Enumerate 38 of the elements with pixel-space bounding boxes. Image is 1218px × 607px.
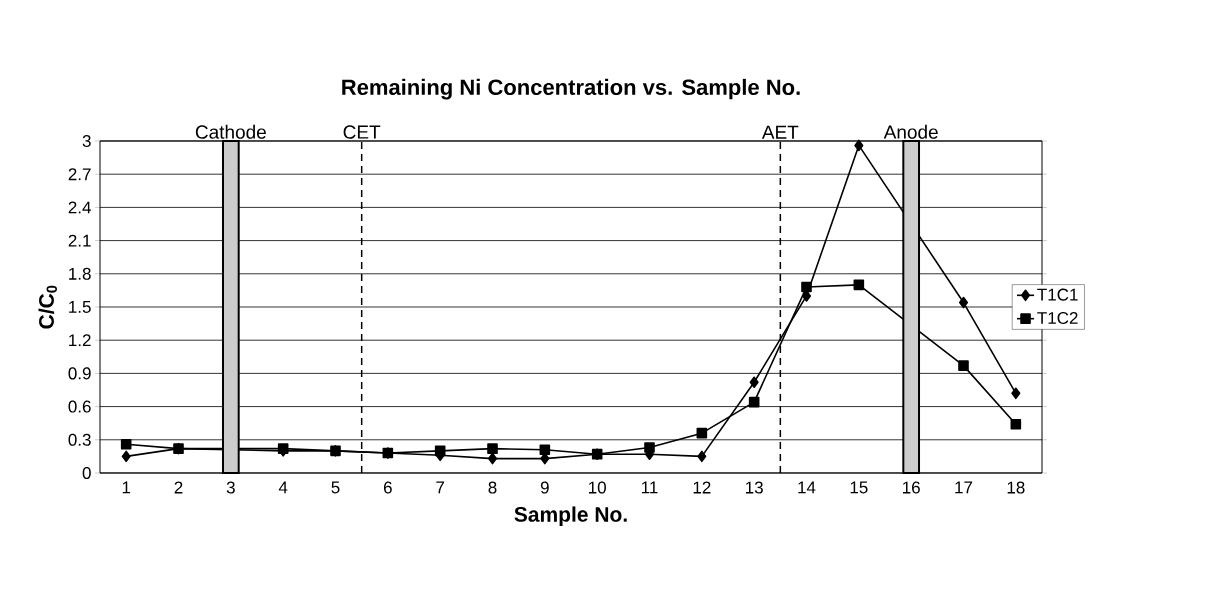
x-tick-label: 2	[174, 481, 183, 494]
chart-title: Remaining Ni Concentration vs. Sample No.	[342, 78, 800, 100]
band-label: Cathode	[195, 124, 266, 139]
x-tick-label: 1	[122, 481, 131, 494]
x-tick-label: 3	[226, 481, 235, 494]
band-label: Anode	[883, 124, 938, 139]
x-tick-label: 14	[798, 481, 816, 494]
y-tick-label: 0.3	[68, 433, 91, 446]
x-tick-label: 6	[383, 481, 392, 494]
x-tick-label: 11	[641, 481, 658, 494]
x-tick-label: 12	[693, 481, 711, 494]
y-tick-label: 3	[82, 134, 91, 148]
y-tick-label: 2.7	[68, 168, 91, 181]
x-tick-label: 4	[278, 481, 288, 494]
x-tick-label: 5	[331, 481, 340, 494]
legend-label: T1C1	[1037, 288, 1078, 301]
x-tick-label: 10	[589, 481, 606, 494]
ref-line-label: CET	[343, 125, 381, 139]
x-tick-label: 18	[1007, 481, 1025, 494]
x-tick-label: 17	[955, 481, 973, 494]
y-tick-label: 0	[82, 466, 91, 480]
y-tick-label: 0.9	[68, 367, 91, 380]
x-tick-label: 15	[850, 481, 868, 494]
y-tick-label: 1.5	[69, 301, 91, 313]
y-tick-label: 2.4	[68, 201, 91, 214]
x-axis-title: Sample No.	[514, 506, 627, 526]
y-tick-label: 1.8	[69, 267, 91, 280]
legend-label: T1C2	[1037, 311, 1078, 325]
x-tick-label: 9	[540, 481, 549, 494]
y-tick-label: 2.1	[68, 234, 91, 247]
x-tick-label: 8	[488, 481, 497, 494]
y-tick-label: 0.6	[68, 400, 91, 413]
x-tick-label: 16	[903, 481, 920, 494]
x-tick-label: 13	[746, 481, 763, 494]
ref-line-label: AET	[761, 125, 799, 139]
x-tick-label: 7	[436, 481, 445, 494]
y-tick-label: 1.2	[69, 334, 91, 347]
y-axis-title: C/C$_{0}$	[38, 285, 57, 329]
